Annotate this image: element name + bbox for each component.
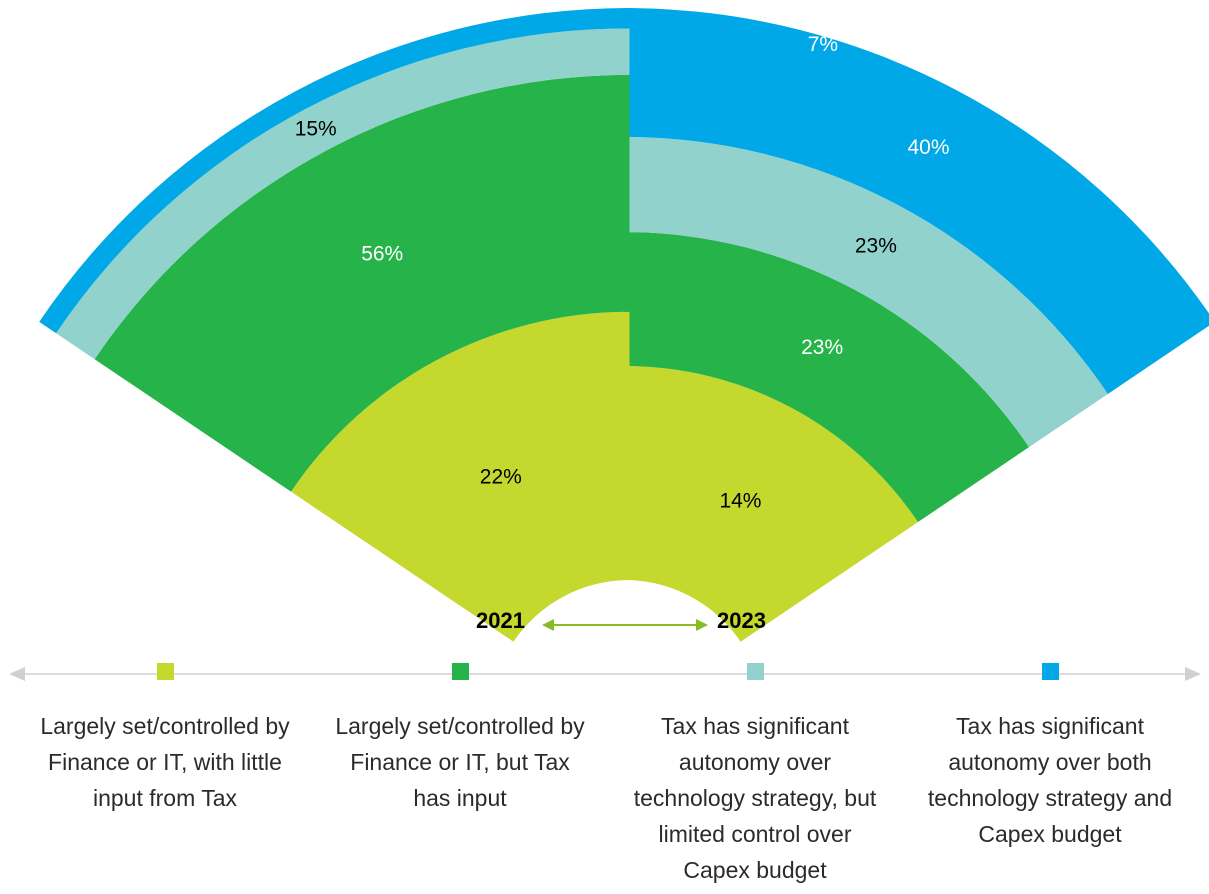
sector-2023-largely-set-controlled-by-finance-or-it- — [94, 74, 630, 492]
legend-swatch-strategy-autonomy — [747, 663, 764, 680]
sector-2021-largely-set-controlled-by-finance-or-it- — [624, 232, 1030, 523]
chart-sectors — [39, 8, 1209, 642]
year-label-2023: 2023 — [717, 608, 766, 633]
legend-label-tax-has-input: Largely set/controlled by Finance or IT,… — [335, 713, 585, 811]
year-label-2021: 2021 — [476, 608, 525, 633]
sector-2021-largely-set-controlled-by-finance-or-it- — [624, 365, 918, 642]
sector-2023-tax-has-significant-autonomy-over-both-t — [39, 8, 630, 334]
data-label-2021-2: 23% — [855, 235, 897, 258]
sector-2023-largely-set-controlled-by-finance-or-it- — [291, 311, 630, 642]
legend-swatch-full-autonomy — [1042, 663, 1059, 680]
legend-label-full-autonomy: Tax has significant autonomy over both t… — [927, 713, 1173, 847]
year-comparison-arrow — [542, 619, 708, 631]
data-label-2021-1: 23% — [801, 336, 843, 359]
legend-swatch-tax-has-input — [452, 663, 469, 680]
sector-2023-tax-has-significant-autonomy-over-techno — [56, 28, 630, 360]
sector-2021-tax-has-significant-autonomy-over-techno — [624, 136, 1108, 448]
data-label-2021-3: 40% — [907, 136, 949, 159]
data-label-2023-3: 7% — [808, 33, 838, 56]
chart-data-labels: 14% 23% 23% 40% 22% 56% 15% 7% — [295, 33, 950, 513]
legend-axis — [9, 667, 1201, 681]
data-label-2021-0: 14% — [719, 489, 761, 512]
data-label-2023-0: 22% — [480, 465, 522, 488]
legend-swatch-little-input — [157, 663, 174, 680]
data-label-2023-2: 15% — [295, 117, 337, 140]
legend-label-strategy-autonomy: Tax has significant autonomy over techno… — [633, 713, 877, 883]
legend-label-little-input: Largely set/controlled by Finance or IT,… — [40, 713, 290, 811]
data-label-2023-1: 56% — [361, 242, 403, 265]
sector-2021-tax-has-significant-autonomy-over-both-t — [624, 8, 1209, 394]
